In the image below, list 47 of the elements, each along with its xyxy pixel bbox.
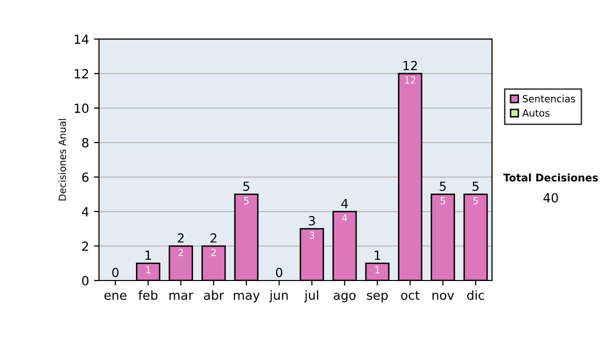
y-tick-label: 10: [74, 104, 88, 113]
x-tick-label: ene: [104, 292, 126, 300]
total-label: 2: [178, 233, 184, 243]
x-tick-label: jul: [304, 290, 318, 302]
x-tick-label: mar: [170, 292, 194, 300]
x-tick-label: ago: [334, 292, 356, 302]
y-tick-label: 4: [82, 207, 89, 216]
total-label: 12: [404, 60, 417, 70]
data-label: 5: [440, 197, 446, 204]
data-label: 1: [375, 266, 380, 274]
y-tick-label: 6: [82, 172, 88, 182]
total-label: 5: [440, 182, 446, 191]
y-tick-label: 8: [82, 138, 88, 148]
total-label: 1: [146, 250, 151, 260]
data-label: 5: [473, 197, 478, 204]
legend-label: Autos: [522, 109, 550, 117]
text: Total Decisiones: [503, 173, 598, 182]
data-label: 3: [310, 232, 314, 239]
total-label: 5: [472, 182, 479, 191]
data-label: 12: [405, 76, 416, 84]
text: 40: [543, 193, 558, 203]
y-tick-label: 0: [82, 276, 88, 286]
total-label: 1: [374, 250, 380, 260]
x-tick-label: dic: [467, 290, 484, 300]
total-label: 2: [210, 233, 216, 243]
y-tick-label: 12: [74, 69, 88, 78]
legend-label: Sentencias: [522, 94, 576, 102]
data-label: 4: [342, 214, 348, 222]
total-label: 5: [243, 182, 250, 191]
total-label: 0: [276, 268, 282, 278]
x-tick-label: oct: [401, 290, 420, 300]
y-tick-label: 14: [74, 34, 89, 44]
x-tick-label: nov: [432, 292, 454, 300]
y-tick-label: 2: [82, 241, 88, 251]
x-tick-label: sep: [366, 292, 388, 302]
total-label: 0: [112, 268, 119, 278]
total-label: 3: [308, 216, 315, 226]
x-tick-label: may: [234, 292, 260, 302]
total-label: 4: [341, 198, 348, 208]
x-tick-label: feb: [138, 290, 158, 300]
y-axis-title: Decisiones Anual: [58, 119, 66, 200]
data-label: 5: [244, 197, 249, 204]
x-tick-label: abr: [204, 290, 224, 300]
data-label: 1: [146, 266, 150, 274]
x-tick-label: jun: [269, 290, 288, 302]
data-label: 2: [178, 248, 183, 256]
data-label: 2: [211, 248, 216, 256]
